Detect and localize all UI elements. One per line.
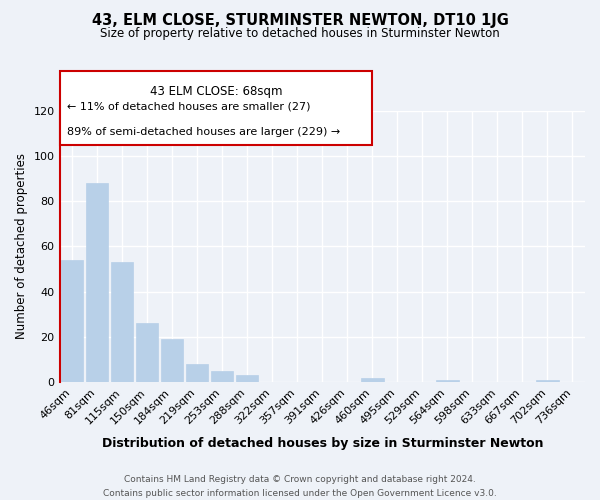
Bar [111,262,133,382]
Text: 43, ELM CLOSE, STURMINSTER NEWTON, DT10 1JG: 43, ELM CLOSE, STURMINSTER NEWTON, DT10 … [92,12,508,28]
Text: ← 11% of detached houses are smaller (27): ← 11% of detached houses are smaller (27… [67,102,311,112]
Bar [211,370,233,382]
Text: 89% of semi-detached houses are larger (229) →: 89% of semi-detached houses are larger (… [67,126,341,136]
Bar [186,364,208,382]
Bar [86,183,109,382]
FancyBboxPatch shape [59,72,372,144]
Text: Size of property relative to detached houses in Sturminster Newton: Size of property relative to detached ho… [100,28,500,40]
Text: 43 ELM CLOSE: 68sqm: 43 ELM CLOSE: 68sqm [149,85,282,98]
Bar [161,339,184,382]
Bar [436,380,458,382]
Bar [136,324,158,382]
Bar [236,376,259,382]
Bar [361,378,383,382]
Y-axis label: Number of detached properties: Number of detached properties [15,154,28,340]
Bar [61,260,83,382]
Bar [536,380,559,382]
X-axis label: Distribution of detached houses by size in Sturminster Newton: Distribution of detached houses by size … [101,437,543,450]
Text: Contains HM Land Registry data © Crown copyright and database right 2024.
Contai: Contains HM Land Registry data © Crown c… [103,476,497,498]
